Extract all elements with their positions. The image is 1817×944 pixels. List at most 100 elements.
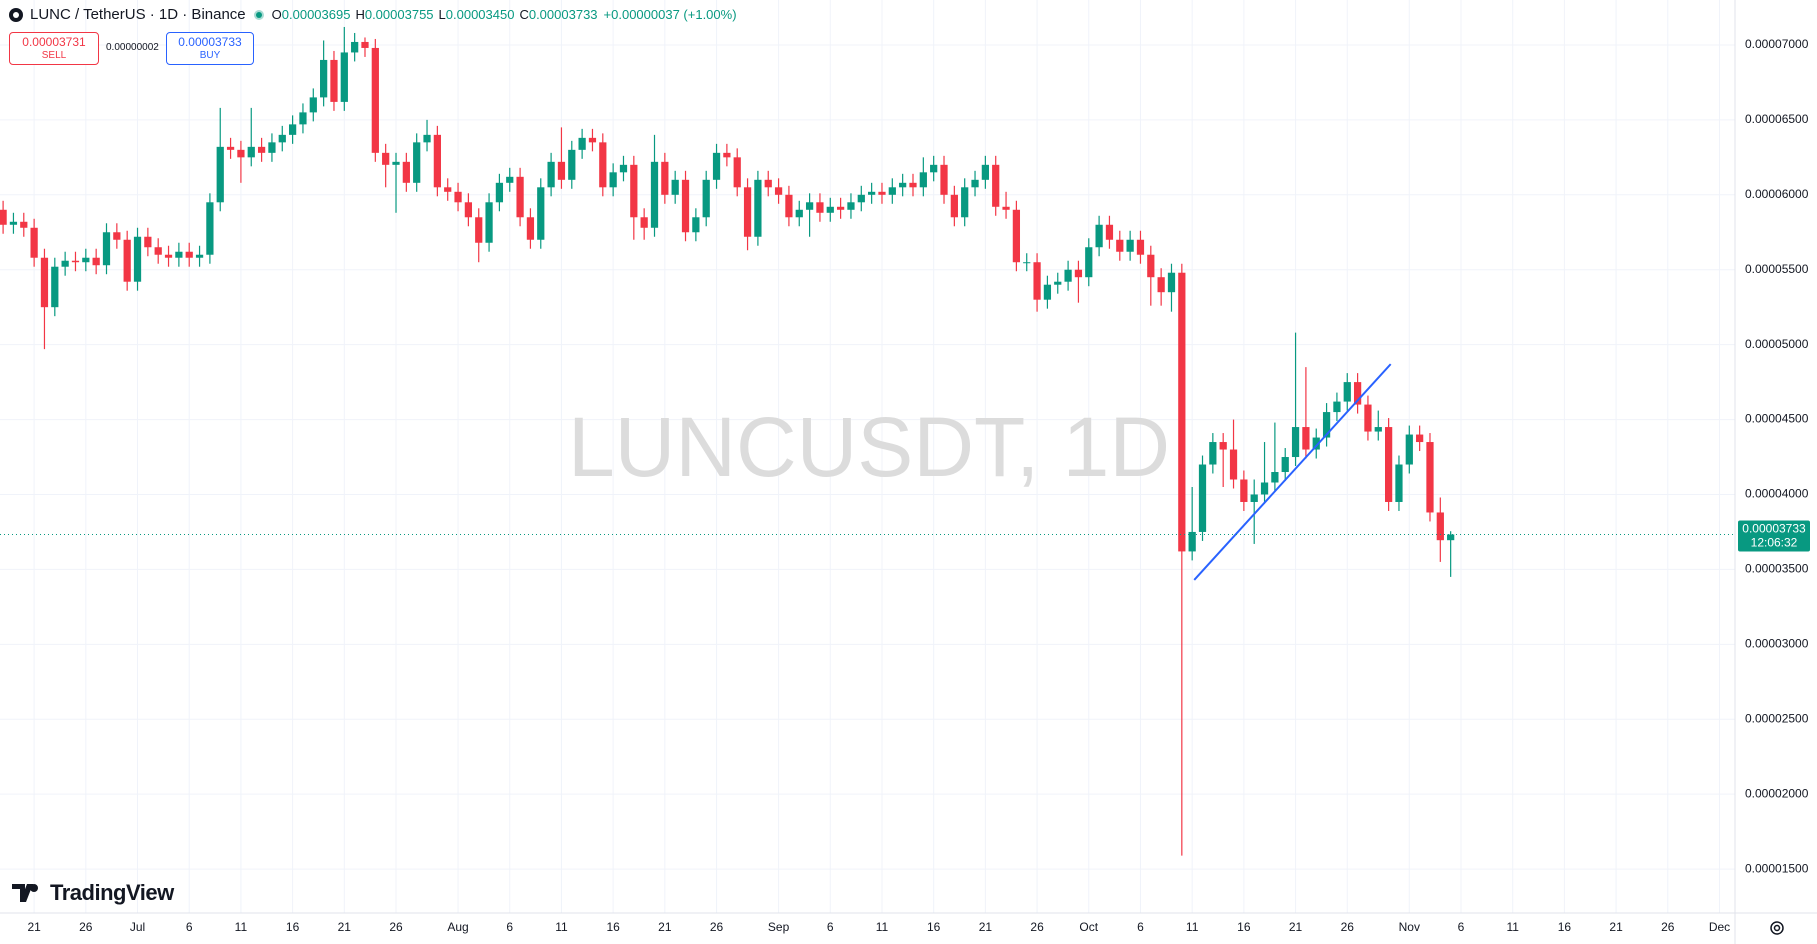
logo-mark[interactable] xyxy=(12,884,44,902)
sell-label[interactable]: SELL xyxy=(41,50,67,61)
candle-body xyxy=(1395,464,1403,502)
candle-body xyxy=(1136,239,1145,255)
candle-body xyxy=(1178,272,1186,552)
candle-body xyxy=(309,97,317,113)
candle-body xyxy=(1085,247,1093,278)
buy-price[interactable]: 0.00003733 xyxy=(178,35,242,49)
candle-body xyxy=(568,149,576,180)
candle-body xyxy=(1064,269,1072,282)
candle-body xyxy=(1157,277,1165,293)
spread: 0.00000002 xyxy=(106,42,159,53)
candle-body xyxy=(1436,512,1444,541)
candle-body xyxy=(930,164,938,173)
y-tick-label: 0.00003000 xyxy=(1745,637,1809,651)
logo[interactable]: TradingView xyxy=(12,880,174,906)
logo-shape[interactable] xyxy=(12,884,38,902)
y-tick-label: 0.00005500 xyxy=(1745,262,1809,276)
candle-body xyxy=(1105,224,1114,240)
candle-body xyxy=(330,59,338,102)
candle-body xyxy=(1002,206,1010,210)
countdown-label: 12:06:32 xyxy=(1751,536,1798,550)
candle-body xyxy=(237,149,245,158)
logo-text[interactable]: TradingView xyxy=(50,880,174,905)
candle-body xyxy=(1126,239,1134,252)
x-tick-label: 26 xyxy=(710,920,724,934)
candle-body xyxy=(1322,412,1331,438)
x-tick-label: 11 xyxy=(876,920,889,934)
candle-body xyxy=(320,59,328,98)
header: LUNC / TetherUS · 1D · Binance O0.000036… xyxy=(8,6,737,23)
candle-body xyxy=(661,161,669,195)
candle-body xyxy=(61,260,69,267)
candle-body xyxy=(1147,254,1155,278)
candle-body xyxy=(413,142,421,183)
candle-body xyxy=(878,191,886,195)
candle-body xyxy=(226,146,235,150)
candle-body xyxy=(299,112,307,125)
candle-body xyxy=(805,202,814,210)
candle-body xyxy=(1271,472,1279,483)
candle-body xyxy=(288,124,297,135)
candle-body xyxy=(619,164,628,173)
ohlc-item: O0.00003695 xyxy=(272,7,351,22)
ohlc-item: C0.00003733 xyxy=(519,7,597,22)
candle-body xyxy=(464,202,473,218)
y-tick-label: 0.00007000 xyxy=(1745,37,1809,51)
candle-body xyxy=(1385,427,1393,502)
y-tick-label: 0.00004000 xyxy=(1745,487,1809,501)
symbol-title[interactable]: LUNC / TetherUS · 1D · Binance xyxy=(30,6,246,23)
candle-body xyxy=(578,137,586,150)
x-tick-label: 21 xyxy=(27,920,41,934)
candle-body xyxy=(1250,494,1258,502)
candle-body xyxy=(537,187,545,240)
x-tick-label: Jul xyxy=(130,920,145,934)
candle-body xyxy=(382,152,390,165)
candle-body xyxy=(485,202,493,243)
x-tick-label: 6 xyxy=(506,920,513,934)
candle-body xyxy=(774,187,783,195)
candle-body xyxy=(423,134,431,143)
candle-body xyxy=(82,257,90,263)
last-price-label: 0.00003733 xyxy=(1742,522,1806,536)
candle-body xyxy=(268,142,276,153)
watermark: LUNCUSDT, 1D xyxy=(568,400,1170,494)
x-tick-label: 11 xyxy=(235,920,248,934)
ohlc-legend: O0.00003695 H0.00003755 L0.00003450 C0.0000… xyxy=(272,7,598,22)
candle-body xyxy=(785,194,793,218)
candle-body xyxy=(392,161,400,165)
candle-body xyxy=(51,266,59,308)
layer: 0.00001500 0.00002000 0.00002500 0.00003000… xyxy=(27,37,1810,934)
x-tick-label: 26 xyxy=(389,920,403,934)
buy-button[interactable]: 0.00003733 BUY xyxy=(166,32,254,65)
candle-body xyxy=(475,217,483,243)
candle-body xyxy=(20,221,28,228)
sell-price[interactable]: 0.00003731 xyxy=(22,35,86,49)
candle-body xyxy=(257,146,266,153)
gear-ring[interactable] xyxy=(1770,921,1784,935)
candle-body xyxy=(433,134,441,188)
x-tick-label: 11 xyxy=(1506,920,1519,934)
buy-label[interactable]: BUY xyxy=(199,50,221,61)
candle-body xyxy=(712,152,721,180)
candle-body xyxy=(1312,437,1320,450)
candle-body xyxy=(971,179,979,188)
candle-body xyxy=(836,206,845,210)
x-tick-label: Nov xyxy=(1399,920,1420,934)
candle-body xyxy=(1364,404,1372,432)
candle-body xyxy=(868,191,876,195)
candle-body xyxy=(981,164,989,180)
gear-core[interactable] xyxy=(1773,924,1781,932)
x-tick-label: 26 xyxy=(1341,920,1355,934)
candle-body xyxy=(123,239,131,282)
x-tick-label: 16 xyxy=(927,920,941,934)
candle-body xyxy=(588,137,597,143)
candle-body xyxy=(216,146,224,203)
candle-body xyxy=(102,232,111,266)
sell-button[interactable]: 0.00003731 SELL xyxy=(9,32,99,65)
candle-body xyxy=(1167,272,1176,293)
candle-body xyxy=(671,179,679,195)
settings-icon[interactable] xyxy=(1770,921,1784,935)
ohlc-item: H0.00003755 xyxy=(355,7,433,22)
candle-body xyxy=(495,182,504,203)
status-dot xyxy=(255,11,262,18)
